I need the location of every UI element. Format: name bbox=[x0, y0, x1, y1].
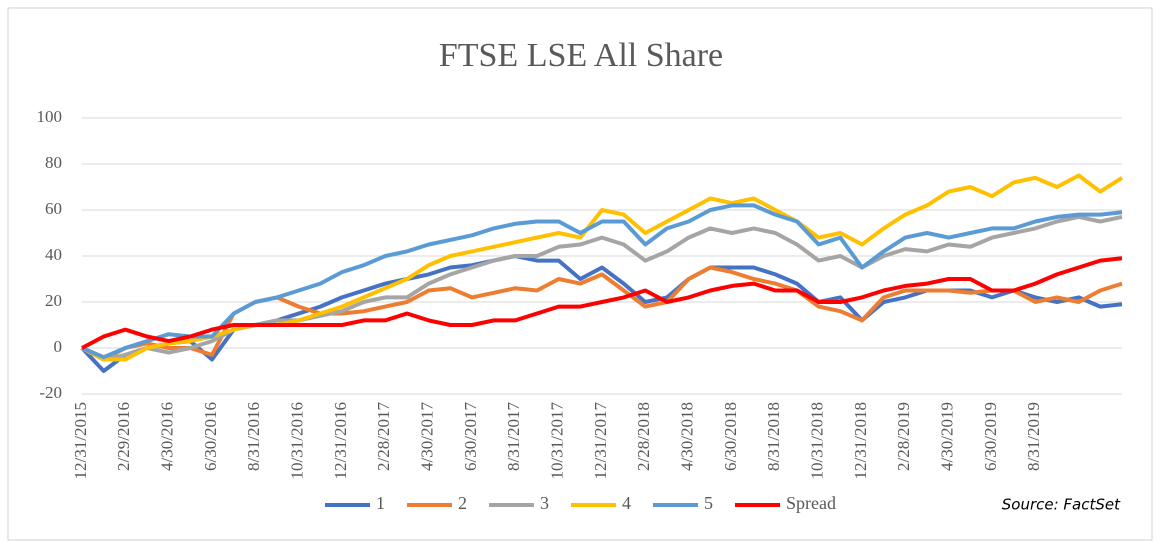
chart-border bbox=[7, 7, 1153, 541]
x-tick-label: 12/31/2017 bbox=[591, 402, 610, 480]
x-tick-label: 4/30/2017 bbox=[418, 402, 437, 471]
x-tick-label: 10/31/2017 bbox=[548, 402, 567, 480]
legend-label: 3 bbox=[540, 493, 549, 513]
x-tick-label: 6/30/2017 bbox=[461, 402, 480, 471]
series-line bbox=[81, 203, 1123, 360]
y-tick-label: 20 bbox=[45, 291, 62, 310]
x-tick-label: 6/30/2018 bbox=[721, 402, 740, 471]
x-tick-label: 2/29/2016 bbox=[114, 402, 133, 471]
series-line bbox=[81, 256, 1123, 350]
x-tick-label: 4/30/2018 bbox=[678, 402, 697, 471]
legend-label: 5 bbox=[704, 493, 713, 513]
y-tick-label: -20 bbox=[39, 383, 62, 402]
legend-label: 1 bbox=[376, 493, 385, 513]
x-tick-label: 12/31/2015 bbox=[71, 402, 90, 479]
y-tick-label: 40 bbox=[45, 245, 62, 264]
legend-label: 2 bbox=[458, 493, 467, 513]
x-tick-label: 6/30/2019 bbox=[981, 402, 1000, 471]
x-tick-label: 8/31/2019 bbox=[1024, 402, 1043, 471]
chart-title: FTSE LSE All Share bbox=[439, 37, 723, 74]
x-tick-label: 4/30/2016 bbox=[158, 402, 177, 471]
x-tick-label: 12/31/2018 bbox=[851, 402, 870, 479]
y-tick-label: 80 bbox=[45, 153, 62, 172]
x-tick-label: 12/31/2016 bbox=[331, 402, 350, 479]
x-tick-label: 2/28/2019 bbox=[894, 402, 913, 471]
legend-label: 4 bbox=[622, 493, 631, 513]
x-tick-label: 8/31/2016 bbox=[244, 402, 263, 471]
x-tick-label: 8/31/2018 bbox=[764, 402, 783, 471]
x-tick-label: 2/28/2018 bbox=[634, 402, 653, 471]
x-tick-label: 10/31/2018 bbox=[808, 402, 827, 479]
x-tick-label: 4/30/2019 bbox=[938, 402, 957, 471]
x-tick-label: 10/31/2016 bbox=[288, 402, 307, 479]
x-tick-label: 8/31/2017 bbox=[504, 402, 523, 471]
legend-label: Spread bbox=[786, 493, 836, 513]
y-tick-label: 60 bbox=[45, 199, 62, 218]
x-tick-label: 6/30/2016 bbox=[201, 402, 220, 471]
source-note: Source: FactSet bbox=[1002, 496, 1121, 514]
x-tick-label: 2/28/2017 bbox=[374, 402, 393, 471]
y-tick-label: 0 bbox=[54, 337, 63, 356]
y-tick-label: 100 bbox=[37, 107, 63, 126]
